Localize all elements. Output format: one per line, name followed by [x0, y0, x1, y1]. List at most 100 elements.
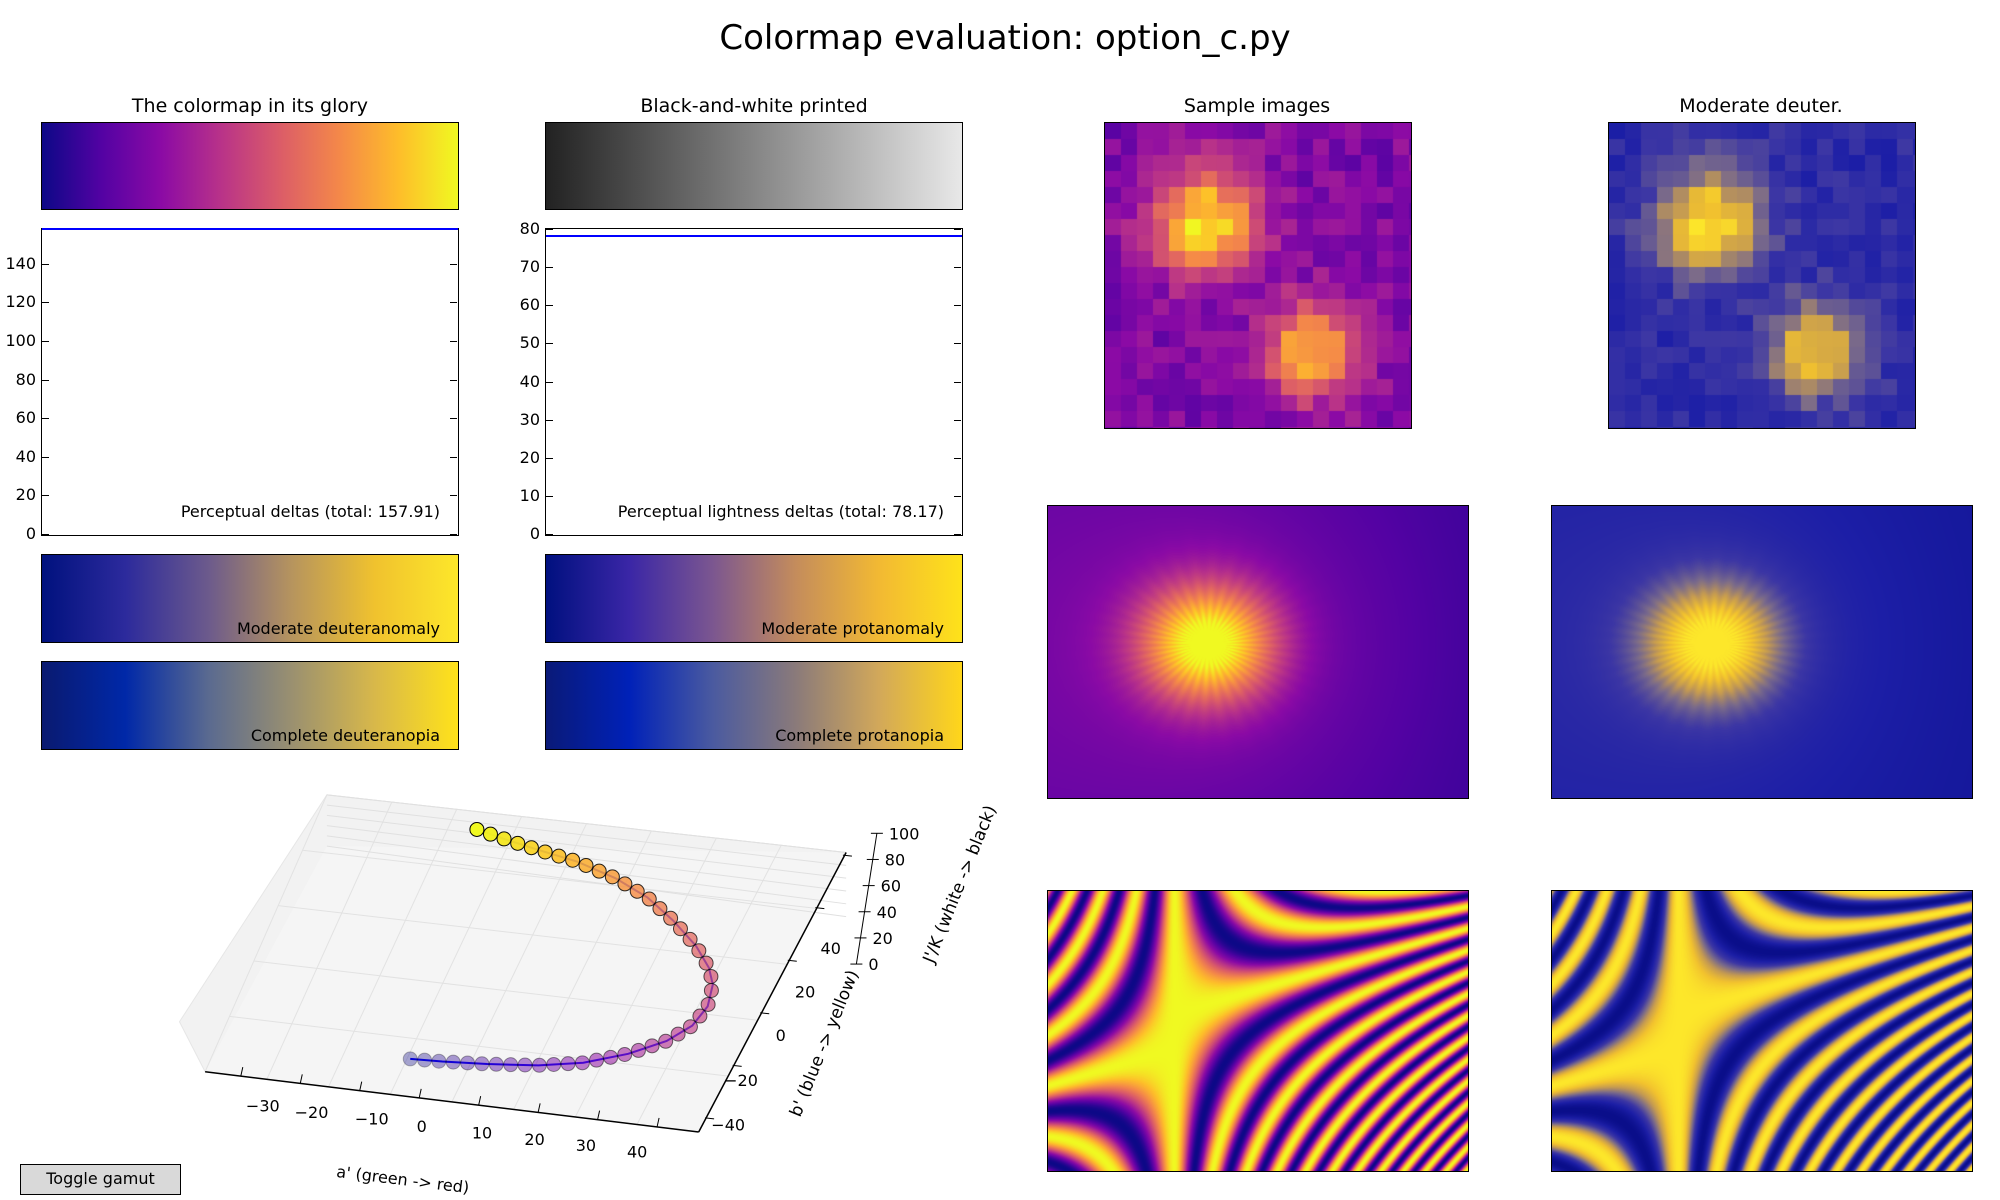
colormap-point [523, 840, 539, 856]
x-tick-label: 20 [524, 1130, 544, 1149]
sample-image-noise [1104, 122, 1412, 429]
colormap-point [488, 1056, 504, 1072]
x-tick-label: 10 [472, 1123, 492, 1142]
y-tick-label: 30 [519, 409, 540, 429]
colormap-point [663, 910, 679, 926]
y-tick-mark [954, 534, 961, 535]
y-tick-mark [546, 419, 553, 421]
colormap-point [510, 835, 526, 851]
z-tick-label: 40 [877, 903, 897, 922]
colormap-point [482, 826, 498, 842]
colormap-point [531, 1057, 547, 1073]
colormap-point [629, 883, 645, 899]
complete-protanopia-label: Complete protanopia [775, 726, 944, 745]
colormap-point [700, 996, 716, 1012]
z-axis-label: J'/K (white -> black) [919, 803, 1000, 967]
grid-line [389, 816, 523, 1095]
colormap-point [644, 1038, 660, 1054]
y-tick-mark [42, 456, 49, 458]
colormap-point [474, 1056, 490, 1072]
moderate-deuteranomaly-label: Moderate deuteranomaly [236, 619, 440, 638]
colormap-point [469, 821, 485, 837]
colormap-point [670, 1026, 686, 1042]
x-tick-label: 40 [627, 1143, 647, 1162]
x-tick-mark [418, 1088, 422, 1098]
y-tick-mark [450, 418, 457, 420]
grid-line [253, 960, 758, 1021]
z-tick-label: 80 [885, 850, 905, 869]
delta-line [546, 234, 962, 237]
lightness-deltas-plot: Perceptual lightness deltas (total: 78.1… [520, 219, 963, 543]
y-tick-mark [954, 267, 961, 269]
colormap-point [496, 831, 512, 847]
x-tick-label: 30 [576, 1136, 596, 1155]
y-tick-label: 70 [519, 257, 540, 277]
grid-line [326, 794, 847, 854]
y-tick-mark [954, 419, 961, 421]
colormap-point [691, 943, 707, 959]
y-tick-mark [546, 267, 553, 269]
y-tick-mark [815, 907, 825, 910]
colormap-point [574, 1055, 590, 1071]
colormap-point [641, 891, 657, 907]
y-tick-label: 50 [519, 333, 540, 353]
y-tick-mark [546, 457, 553, 459]
y-tick-mark [450, 379, 457, 381]
y-tick-mark [842, 854, 852, 857]
colormap-point [692, 1008, 708, 1024]
complete-deuteranopia-label: Complete deuteranopia [250, 726, 440, 745]
y-tick-mark [450, 456, 457, 458]
y-tick-mark [954, 305, 961, 307]
y-tick-mark [42, 302, 49, 304]
colormap-point [703, 982, 719, 998]
colormap-point [537, 844, 553, 860]
deuter-title: Moderate deuter. [1679, 95, 1843, 117]
y-tick-mark [42, 534, 49, 535]
complete-protanopia-bar: Complete protanopia [545, 661, 963, 750]
grid-line [574, 837, 717, 1118]
grid-line [326, 845, 847, 918]
y-tick-label: 40 [821, 939, 841, 958]
perceptual-deltas-plot: Perceptual deltas (total: 157.91) 0 20 40 6… [5, 228, 459, 543]
x-axis [205, 1071, 699, 1133]
x-tick-mark [240, 1066, 244, 1077]
z-tick-label: 100 [889, 824, 920, 843]
grayscale-bar [545, 122, 963, 210]
z-tick-label: 60 [881, 877, 901, 896]
x-tick-label: −30 [246, 1096, 280, 1115]
y-tick-label: 100 [5, 330, 36, 350]
moderate-protanomaly-label: Moderate protanomaly [761, 619, 944, 638]
y-tick-mark [450, 340, 457, 342]
figure-title: Colormap evaluation: option_c.py [719, 18, 1291, 58]
colormap-point [402, 1051, 418, 1067]
colormap-point [578, 857, 594, 873]
moderate-deuteranomaly-bar: Moderate deuteranomaly [41, 554, 459, 643]
lightness-deltas-label: Perceptual lightness deltas (total: 78.1… [617, 502, 944, 521]
3d-colorspace-plot[interactable]: −30 −20 −10 0 10 20 30 40 −40 −20 0 20 40 0 20 40 60 80 10… [0, 760, 1000, 1200]
y-tick-mark [546, 534, 553, 535]
y-tick-mark [954, 495, 961, 497]
toggle-gamut-button[interactable]: Toggle gamut [20, 1164, 181, 1195]
colormap-point [445, 1054, 461, 1070]
colormap-point [591, 863, 607, 879]
y-tick-mark [546, 343, 553, 345]
colormap-point [658, 1033, 674, 1049]
samples-title: Sample images [1183, 95, 1331, 117]
y-axis [698, 852, 847, 1133]
grid-line [302, 849, 817, 909]
x-tick-mark [478, 1096, 482, 1106]
y-tick-label: 0 [529, 524, 540, 543]
y-tick-mark [546, 229, 553, 230]
y-tick-label: 20 [15, 485, 36, 505]
colormap-point [417, 1052, 433, 1068]
colormap-point [698, 955, 714, 971]
y-tick-mark [954, 457, 961, 459]
colormap-point [560, 1056, 576, 1072]
pane-floor [205, 846, 847, 1133]
colormap-point [604, 869, 620, 885]
colormap-point [617, 876, 633, 892]
x-tick-label: −20 [295, 1103, 329, 1122]
y-tick-label: 140 [5, 253, 36, 273]
z-tick-label: 0 [868, 955, 878, 974]
y-tick-label: 80 [519, 219, 540, 238]
